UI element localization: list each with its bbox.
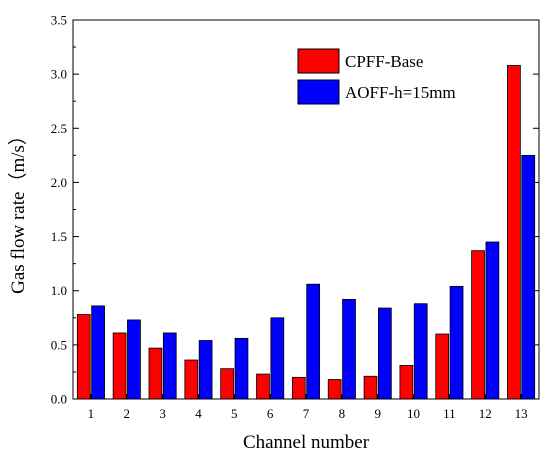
x-tick-label: 4 [195, 406, 202, 421]
legend-swatch-aoff [297, 79, 340, 105]
bar-cpff-base-5 [220, 368, 234, 400]
bar-aoff-5 [234, 337, 249, 400]
bar-cpff-base-13 [507, 65, 521, 400]
y-tick-label: 3.0 [51, 67, 67, 82]
bar-aoff-6 [270, 317, 285, 400]
y-tick-label: 0.5 [51, 337, 67, 352]
x-tick-label: 8 [339, 406, 346, 421]
bar-aoff-7 [306, 283, 321, 400]
bar-cpff-base-7 [291, 376, 306, 400]
legend-label-cpff-base: CPFF-Base [345, 52, 423, 71]
bar-aoff-1 [91, 305, 105, 400]
x-axis: 1 2 3 4 5 6 7 8 9 10 11 12 13 [88, 394, 528, 421]
bar-aoff-9 [378, 307, 392, 400]
bar-aoff-4 [198, 340, 213, 400]
x-tick-label: 1 [88, 406, 95, 421]
bar-cpff-base-10 [399, 365, 414, 400]
x-tick-label: 5 [231, 406, 238, 421]
y-tick-label: 0.0 [51, 392, 67, 407]
bar-cpff-base-1 [76, 314, 91, 400]
y-tick-label: 1.0 [51, 283, 67, 298]
bar-cpff-base-3 [148, 347, 163, 400]
bar-aoff-8 [342, 298, 356, 400]
legend-label-aoff: AOFF-h=15mm [345, 83, 456, 102]
y-tick-label: 1.5 [51, 229, 67, 244]
x-axis-title: Channel number [243, 432, 370, 453]
x-tick-label: 13 [515, 406, 528, 421]
bar-cpff-base-9 [363, 375, 378, 400]
bar-cpff-base-12 [471, 250, 485, 400]
x-tick-label: 2 [124, 406, 131, 421]
bar-cpff-base-8 [327, 379, 342, 400]
bar-aoff-2 [127, 319, 141, 400]
x-tick-label: 9 [374, 406, 381, 421]
bar-aoff-10 [413, 303, 428, 400]
bars-layer [76, 65, 536, 400]
x-tick-label: 12 [479, 406, 492, 421]
bar-cpff-base-2 [112, 332, 127, 400]
bar-cpff-base-11 [435, 333, 450, 400]
x-tick-label: 3 [159, 406, 166, 421]
y-axis: 0.0 0.5 1.0 1.5 2.0 2.5 3.0 3.5 [51, 13, 539, 407]
bar-aoff-11 [449, 285, 464, 400]
bar-cpff-base-6 [256, 373, 270, 400]
bar-aoff-13 [521, 154, 536, 400]
bar-aoff-3 [162, 332, 177, 400]
legend: CPFF-Base AOFF-h=15mm [297, 48, 456, 105]
bar-aoff-12 [485, 241, 500, 400]
bar-cpff-base-4 [184, 359, 199, 400]
y-axis-title: Gas flow rate（m/s） [7, 126, 29, 294]
y-tick-label: 2.5 [51, 121, 67, 136]
x-tick-label: 10 [407, 406, 420, 421]
x-tick-label: 11 [443, 406, 456, 421]
y-tick-label: 3.5 [51, 13, 67, 28]
x-tick-label: 7 [303, 406, 310, 421]
legend-swatch-cpff-base [297, 48, 340, 74]
x-tick-label: 6 [267, 406, 274, 421]
y-tick-label: 2.0 [51, 175, 67, 190]
plot-frame [72, 19, 540, 400]
